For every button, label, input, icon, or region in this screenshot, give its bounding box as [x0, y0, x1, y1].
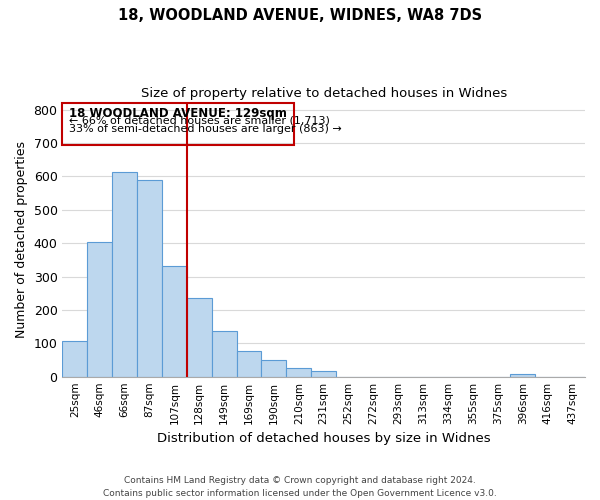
Title: Size of property relative to detached houses in Widnes: Size of property relative to detached ho…	[140, 88, 507, 101]
Bar	[311, 372, 336, 376]
Text: 18, WOODLAND AVENUE, WIDNES, WA8 7DS: 18, WOODLAND AVENUE, WIDNES, WA8 7DS	[118, 8, 482, 22]
Bar	[88, 242, 112, 376]
Text: ← 66% of detached houses are smaller (1,713): ← 66% of detached houses are smaller (1,…	[68, 116, 329, 126]
Bar	[137, 180, 162, 376]
Bar	[236, 352, 262, 376]
Bar	[112, 172, 137, 376]
Y-axis label: Number of detached properties: Number of detached properties	[15, 142, 28, 338]
Bar	[286, 368, 311, 376]
Text: Contains HM Land Registry data © Crown copyright and database right 2024.
Contai: Contains HM Land Registry data © Crown c…	[103, 476, 497, 498]
X-axis label: Distribution of detached houses by size in Widnes: Distribution of detached houses by size …	[157, 432, 491, 445]
Bar	[62, 342, 88, 376]
Bar	[212, 332, 236, 376]
Bar	[511, 374, 535, 376]
Text: 33% of semi-detached houses are larger (863) →: 33% of semi-detached houses are larger (…	[68, 124, 341, 134]
Bar	[187, 298, 212, 376]
Bar	[262, 360, 286, 376]
Bar	[162, 266, 187, 376]
Text: 18 WOODLAND AVENUE: 129sqm: 18 WOODLAND AVENUE: 129sqm	[69, 107, 287, 120]
